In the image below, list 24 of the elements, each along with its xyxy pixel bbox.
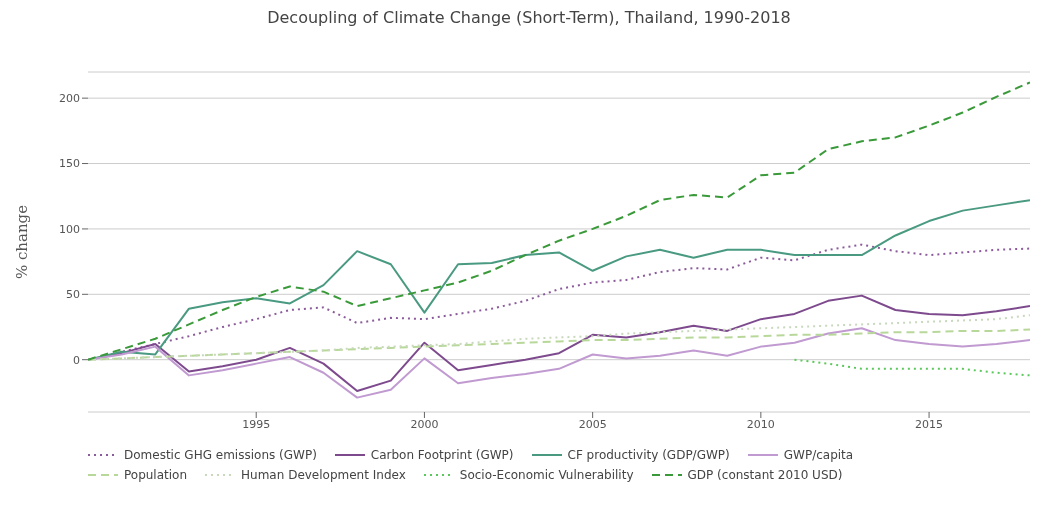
legend-label: GWP/capita (783, 448, 854, 462)
y-tick-label: 100 (59, 222, 80, 236)
x-tick-label: 2010 (746, 417, 775, 431)
legend-label: GDP (constant 2010 USD) (687, 468, 843, 482)
legend-label: Socio-Economic Vulnerability (459, 468, 634, 482)
line-series (88, 328, 1030, 361)
y-tick-label: 50 (66, 288, 80, 302)
chart-title: Decoupling of Climate Change (Short-Term), Thailand, 1990-2018 (266, 8, 792, 29)
x-tick-label: 1995 (242, 417, 271, 431)
y-tick-label: 150 (59, 157, 80, 171)
line-series (88, 81, 1030, 361)
y-tick-label: 0 (73, 353, 80, 367)
legend-label: Domestic GHG emissions (GWP) (124, 448, 317, 462)
legend-label: Carbon Footprint (GWP) (370, 448, 514, 462)
line-series (793, 358, 1030, 377)
x-tick-label: 2000 (410, 417, 439, 431)
x-tick-label: 2015 (915, 417, 944, 431)
line-series (88, 314, 1030, 361)
x-tick-label: 2005 (578, 417, 607, 431)
legend-label: Human Development Index (241, 468, 406, 482)
y-axis-title: % change (13, 204, 32, 280)
legend-label: Population (124, 468, 188, 482)
y-tick-label: 200 (59, 92, 80, 106)
legend-label: CF productivity (GDP/GWP) (567, 448, 730, 462)
